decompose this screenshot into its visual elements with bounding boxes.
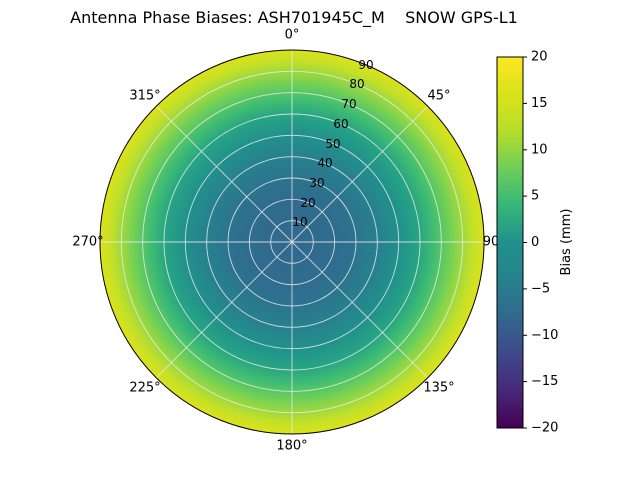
angular-tick-225: 225° [129, 381, 160, 396]
angular-tick-45: 45° [427, 89, 450, 104]
grid-spoke-225 [155, 241, 293, 379]
radial-tick-labels: 10 20 30 40 50 60 70 80 90 [292, 58, 373, 229]
radial-tick-90: 90 [358, 58, 373, 72]
colorbar-tick-m20: −20 [531, 421, 558, 436]
colorbar-tick-0: 0 [531, 235, 539, 250]
colorbar-tick-20: 20 [531, 50, 548, 65]
angular-tick-180: 180° [276, 439, 307, 454]
colorbar-tick-m10: −10 [531, 328, 558, 343]
angular-tick-270: 270° [72, 235, 103, 250]
colorbar-tick-m15: −15 [531, 374, 558, 389]
radial-tick-60: 60 [333, 117, 348, 131]
polar-plot [99, 49, 485, 435]
radial-tick-10: 10 [292, 215, 307, 229]
colorbar-tick-10: 10 [531, 142, 548, 157]
colorbar-gradient [496, 56, 524, 429]
radial-tick-80: 80 [349, 77, 364, 91]
angular-tick-315: 315° [129, 89, 160, 104]
radial-tick-70: 70 [341, 97, 356, 111]
angular-tick-135: 135° [423, 381, 454, 396]
grid-spoke-135 [291, 241, 429, 379]
colorbar-ticks [523, 56, 527, 429]
colorbar-tick-5: 5 [531, 189, 539, 204]
angular-tick-labels: 0° 45° 90 135° 180° 225° 270° 315° [72, 28, 499, 454]
chart-title: Antenna Phase Biases: ASH701945C_M SNOW … [70, 8, 518, 28]
grid-spoke-315 [155, 105, 293, 243]
colorbar-tick-15: 15 [531, 96, 548, 111]
colorbar-tick-labels: 20 15 10 5 0 −5 −10 −15 −20 [531, 50, 558, 436]
colorbar-axis-label: Bias (mm) [559, 209, 574, 276]
radial-tick-20: 20 [300, 196, 315, 210]
angular-tick-0: 0° [285, 28, 300, 43]
radial-tick-50: 50 [325, 137, 340, 151]
angular-tick-90: 90 [483, 235, 500, 250]
colorbar-tick-m5: −5 [531, 281, 550, 296]
polar-grid [100, 50, 484, 434]
polar-axis-outline [99, 49, 485, 435]
colorbar: 20 15 10 5 0 −5 −10 −15 −20 Bias (mm) [496, 50, 574, 436]
radial-tick-30: 30 [309, 176, 324, 190]
grid-spoke-45 [291, 105, 429, 243]
radial-tick-40: 40 [317, 156, 332, 170]
